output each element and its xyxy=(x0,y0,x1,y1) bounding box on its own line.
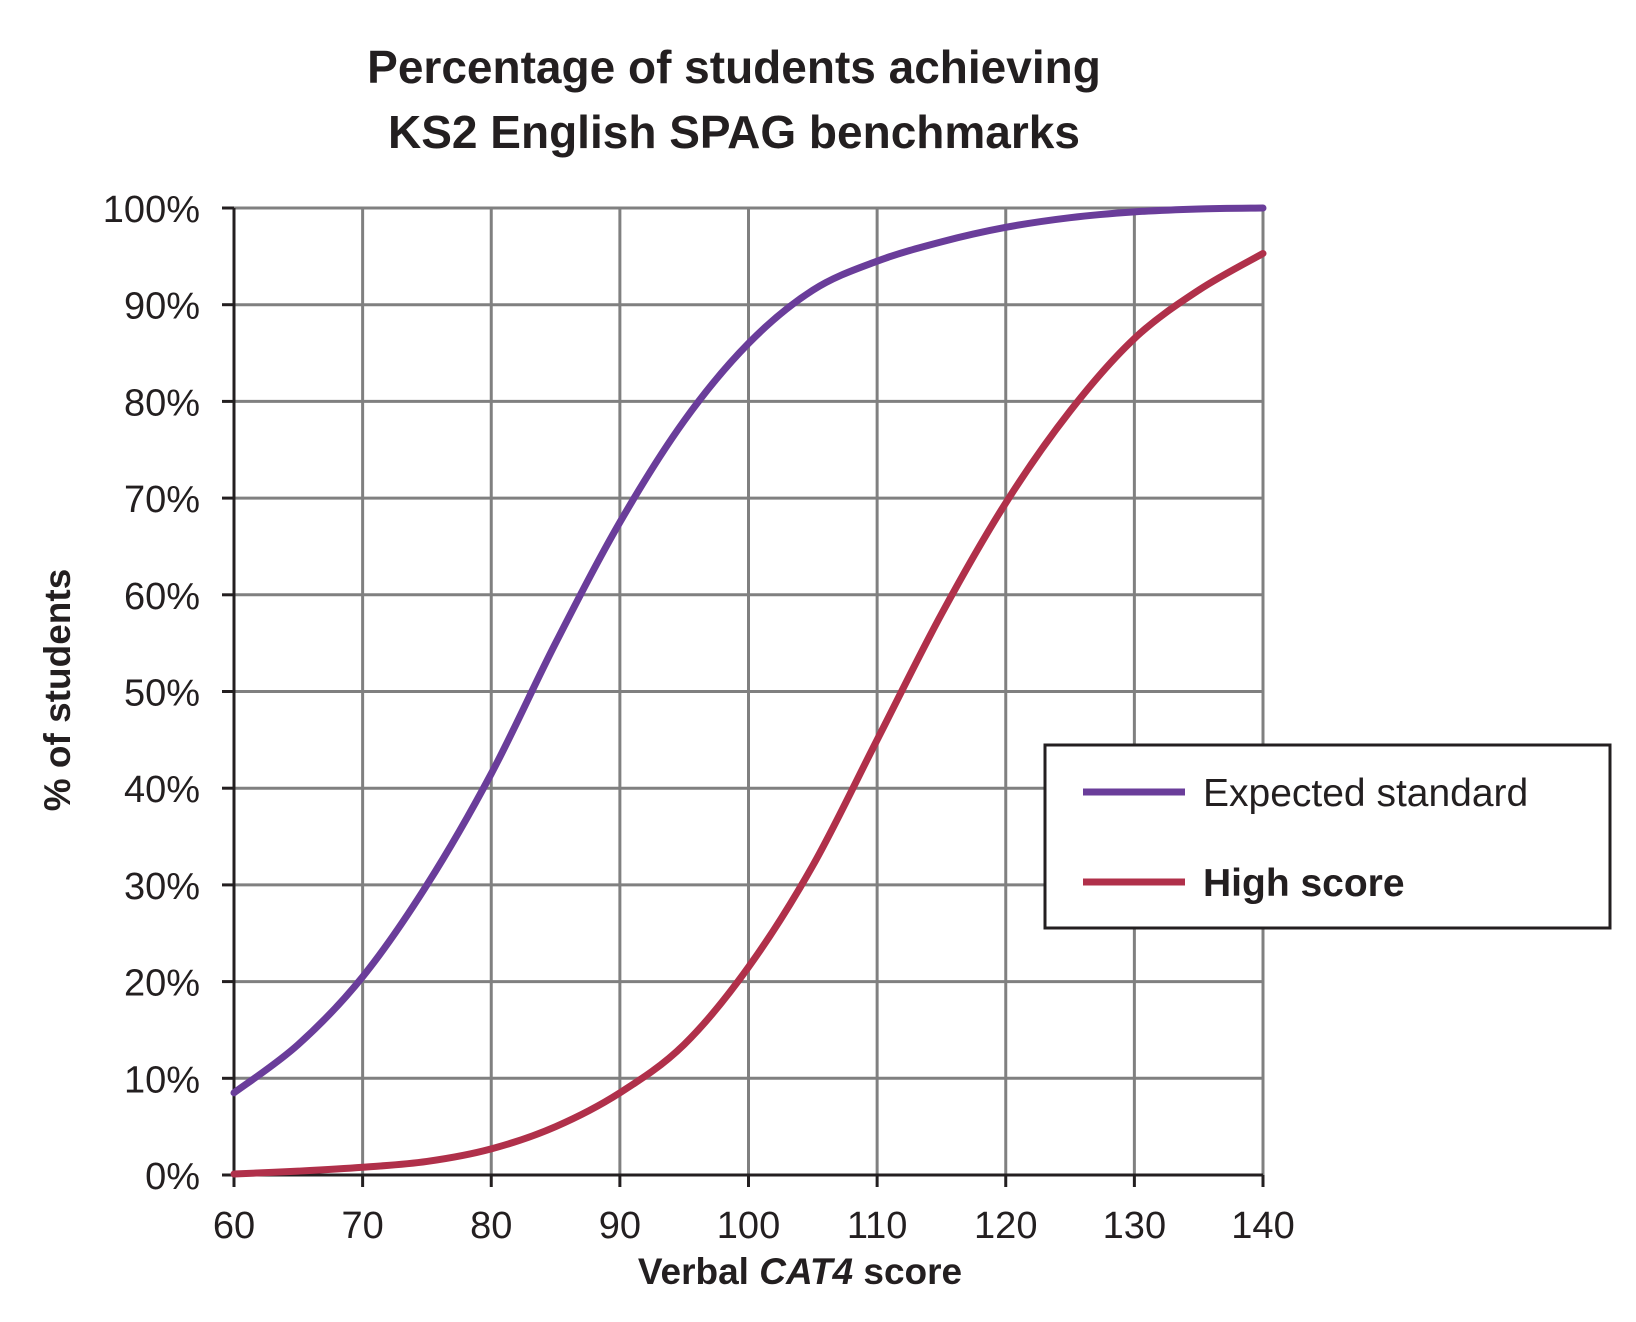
x-tick-label: 110 xyxy=(847,1205,908,1247)
y-tick-label: 30% xyxy=(124,866,200,908)
legend-box xyxy=(1043,743,1612,930)
y-tick-label: 20% xyxy=(124,963,200,1005)
x-tick-label: 70 xyxy=(341,1205,383,1247)
y-tick-label: 90% xyxy=(124,286,200,328)
chart-title-line-2: KS2 English SPAG benchmarks xyxy=(388,106,1080,158)
legend: Expected standard High score xyxy=(1043,743,1612,930)
x-tick-label: 60 xyxy=(213,1205,255,1247)
x-tick-label: 120 xyxy=(974,1205,1037,1247)
y-tick-label: 70% xyxy=(124,479,200,521)
y-axis-label: % of students xyxy=(37,569,78,812)
x-axis-label: Verbal CAT4 score xyxy=(638,1251,962,1292)
axes xyxy=(222,206,1265,1187)
y-tick-label: 100% xyxy=(103,189,200,231)
series-line-expected-standard xyxy=(230,204,1267,1097)
x-tick-label: 90 xyxy=(599,1205,641,1247)
x-axis-label-italic: CAT4 xyxy=(759,1251,853,1292)
legend-label-expected-standard: Expected standard xyxy=(1203,772,1528,815)
x-tick-label: 130 xyxy=(1103,1205,1166,1247)
series-line-high-score xyxy=(230,249,1267,1178)
series-lines xyxy=(230,204,1267,1178)
legend-label-high-score: High score xyxy=(1203,862,1405,905)
x-axis-label-post: score xyxy=(853,1251,962,1292)
x-tick-label: 100 xyxy=(717,1205,780,1247)
x-axis-label-pre: Verbal xyxy=(638,1251,759,1292)
y-tick-label: 0% xyxy=(145,1156,200,1198)
grid xyxy=(232,206,1265,1177)
x-tick-labels: 60 70 80 90 100 110 120 130 140 xyxy=(213,1205,1295,1247)
y-tick-label: 10% xyxy=(124,1059,200,1101)
x-tick-label: 140 xyxy=(1231,1205,1294,1247)
chart-title-line-1: Percentage of students achieving xyxy=(367,41,1101,93)
y-tick-label: 60% xyxy=(124,576,200,618)
y-tick-label: 50% xyxy=(124,673,200,715)
y-tick-label: 40% xyxy=(124,769,200,811)
y-tick-labels: 0% 10% 20% 30% 40% 50% 60% 70% 80% 90% 100% xyxy=(103,189,200,1198)
y-tick-label: 80% xyxy=(124,382,200,424)
x-tick-label: 80 xyxy=(470,1205,512,1247)
